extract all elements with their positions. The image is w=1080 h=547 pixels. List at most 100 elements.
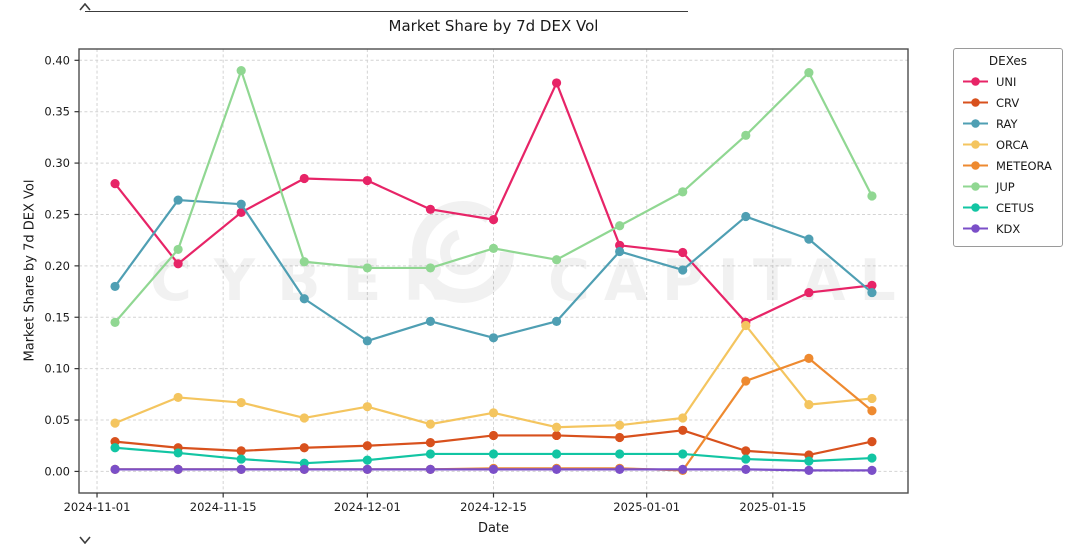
data-point-ray bbox=[551, 316, 562, 326]
y-tick-label: 0.30 bbox=[44, 156, 70, 170]
chart-title: Market Share by 7d DEX Vol bbox=[388, 17, 599, 35]
y-tick-label: 0.20 bbox=[44, 259, 70, 273]
x-axis-label: Date bbox=[477, 521, 510, 536]
scroll-caret-up-icon bbox=[79, 3, 91, 11]
y-tick-label: 0.25 bbox=[44, 207, 70, 221]
legend-item-uni: UNI bbox=[962, 71, 1054, 92]
legend-item-cetus: CETUS bbox=[962, 197, 1054, 218]
data-point-crv bbox=[425, 438, 436, 448]
data-point-ray bbox=[678, 265, 688, 275]
data-point-jup bbox=[867, 191, 877, 201]
legend-label: ORCA bbox=[996, 137, 1029, 152]
data-point-orca bbox=[867, 393, 877, 404]
legend-marker-jup bbox=[963, 182, 988, 191]
data-point-crv bbox=[236, 446, 246, 456]
data-point-uni bbox=[804, 287, 814, 298]
data-point-ray bbox=[741, 211, 751, 222]
data-point-orca bbox=[615, 420, 625, 430]
data-point-orca bbox=[425, 419, 436, 429]
data-point-cetus bbox=[173, 448, 183, 458]
data-point-cetus bbox=[615, 449, 625, 459]
legend-item-meteora: METEORA bbox=[962, 155, 1054, 176]
data-point-ray bbox=[488, 333, 499, 343]
data-point-kdx bbox=[362, 464, 372, 474]
data-point-uni bbox=[678, 247, 688, 258]
y-tick-label: 0.05 bbox=[44, 413, 70, 427]
data-point-ray bbox=[299, 294, 309, 304]
data-point-crv bbox=[678, 425, 688, 435]
legend-label: RAY bbox=[996, 116, 1018, 131]
legend-marker-kdx bbox=[963, 224, 988, 233]
legend-marker-orca bbox=[963, 140, 988, 149]
data-point-ray bbox=[804, 234, 814, 244]
y-tick-label: 0.35 bbox=[44, 105, 70, 119]
data-point-cetus bbox=[488, 449, 499, 459]
data-point-cetus bbox=[551, 449, 562, 459]
legend-marker-ray bbox=[963, 119, 988, 128]
data-point-ray bbox=[362, 336, 372, 346]
data-point-uni bbox=[299, 173, 309, 184]
data-point-orca bbox=[299, 413, 309, 423]
legend-marker-uni bbox=[963, 77, 988, 86]
legend-label: METEORA bbox=[996, 158, 1052, 173]
cyber-capital-c-logo bbox=[412, 201, 514, 303]
data-point-meteora bbox=[741, 376, 751, 386]
data-point-ray bbox=[110, 281, 120, 292]
data-point-kdx bbox=[741, 464, 751, 474]
data-point-kdx bbox=[173, 464, 183, 474]
data-point-cetus bbox=[678, 449, 688, 459]
data-point-kdx bbox=[615, 464, 625, 474]
data-point-jup bbox=[110, 317, 120, 327]
y-tick-label: 0.00 bbox=[44, 464, 70, 478]
data-point-kdx bbox=[488, 464, 499, 474]
data-point-jup bbox=[615, 221, 625, 231]
legend: DEXes UNI CRV RAY ORCA METEORA JUP CETUS KDX bbox=[953, 48, 1063, 247]
watermark-left-text: CYBER bbox=[150, 248, 469, 314]
legend-item-ray: RAY bbox=[962, 113, 1054, 134]
data-point-orca bbox=[173, 392, 183, 403]
data-point-ray bbox=[615, 246, 625, 257]
data-point-cetus bbox=[804, 456, 814, 466]
data-point-orca bbox=[488, 408, 499, 418]
data-point-jup bbox=[425, 263, 436, 273]
data-point-kdx bbox=[110, 464, 120, 474]
data-point-orca bbox=[741, 320, 751, 331]
crop-artifact-line bbox=[85, 11, 688, 12]
x-tick-label: 2025-01-15 bbox=[739, 500, 806, 514]
data-point-ray bbox=[236, 199, 246, 209]
legend-label: UNI bbox=[996, 74, 1017, 89]
y-tick-label: 0.15 bbox=[44, 310, 70, 324]
data-point-uni bbox=[110, 179, 120, 189]
legend-item-crv: CRV bbox=[962, 92, 1054, 113]
data-point-crv bbox=[615, 432, 625, 443]
watermark-right-text: CAPITAL bbox=[548, 248, 910, 314]
data-point-uni bbox=[236, 207, 246, 218]
data-point-uni bbox=[551, 78, 562, 88]
x-tick-label: 2024-11-01 bbox=[64, 500, 131, 514]
data-point-cetus bbox=[236, 454, 246, 464]
data-point-uni bbox=[867, 280, 877, 290]
data-point-cetus bbox=[741, 454, 751, 464]
data-point-kdx bbox=[299, 464, 309, 474]
y-tick-label: 0.40 bbox=[44, 53, 70, 67]
data-point-kdx bbox=[236, 464, 246, 474]
data-point-jup bbox=[551, 255, 562, 265]
data-point-cetus bbox=[867, 453, 877, 463]
x-tick-label: 2024-12-15 bbox=[460, 500, 527, 514]
data-point-jup bbox=[741, 130, 751, 140]
data-point-orca bbox=[110, 418, 120, 428]
data-point-orca bbox=[678, 413, 688, 423]
legend-marker-cetus bbox=[963, 203, 988, 212]
data-point-crv bbox=[551, 430, 562, 441]
data-point-meteora bbox=[804, 353, 814, 363]
data-point-jup bbox=[173, 244, 183, 255]
data-point-cetus bbox=[110, 443, 120, 453]
legend-label: KDX bbox=[996, 221, 1021, 236]
data-point-jup bbox=[299, 257, 309, 267]
data-point-cetus bbox=[425, 449, 436, 459]
legend-label: CETUS bbox=[996, 200, 1035, 215]
data-point-kdx bbox=[425, 464, 436, 474]
data-point-ray bbox=[867, 287, 877, 298]
legend-label: JUP bbox=[996, 179, 1015, 194]
